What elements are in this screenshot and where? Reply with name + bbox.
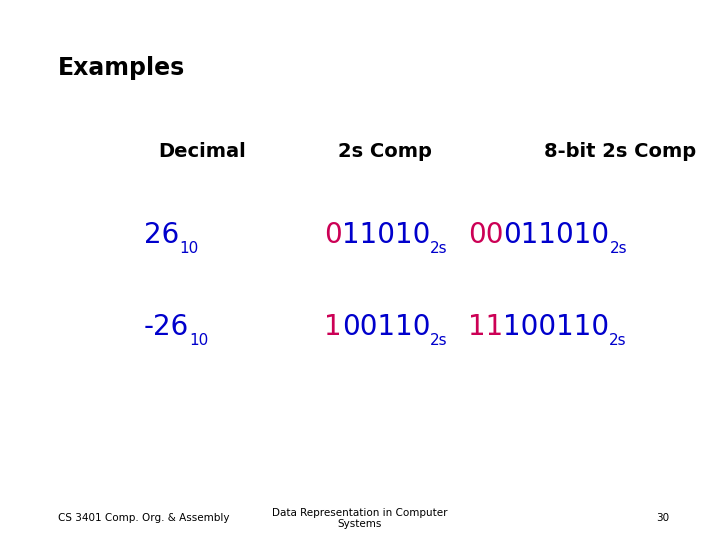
Text: 011010: 011010 — [503, 221, 610, 249]
Text: 2s: 2s — [430, 333, 448, 348]
Text: 00: 00 — [468, 221, 503, 249]
Text: 0: 0 — [324, 221, 342, 249]
Text: -26: -26 — [144, 313, 189, 341]
Text: 2s: 2s — [609, 333, 627, 348]
Text: 26: 26 — [144, 221, 179, 249]
Text: 8-bit 2s Comp: 8-bit 2s Comp — [544, 141, 696, 161]
Text: 30: 30 — [657, 514, 670, 523]
Text: Examples: Examples — [58, 56, 185, 79]
Text: 2s: 2s — [430, 241, 448, 256]
Text: 00110: 00110 — [341, 313, 430, 341]
Text: 2s Comp: 2s Comp — [338, 141, 432, 161]
Text: 1: 1 — [324, 313, 341, 341]
Text: Decimal: Decimal — [158, 141, 246, 161]
Text: 11: 11 — [468, 313, 503, 341]
Text: Data Representation in Computer
Systems: Data Representation in Computer Systems — [272, 508, 448, 529]
Text: 10: 10 — [179, 241, 199, 256]
Text: 2s: 2s — [610, 241, 627, 256]
Text: CS 3401 Comp. Org. & Assembly: CS 3401 Comp. Org. & Assembly — [58, 514, 229, 523]
Text: 100110: 100110 — [503, 313, 609, 341]
Text: 11010: 11010 — [342, 221, 430, 249]
Text: 10: 10 — [189, 333, 209, 348]
